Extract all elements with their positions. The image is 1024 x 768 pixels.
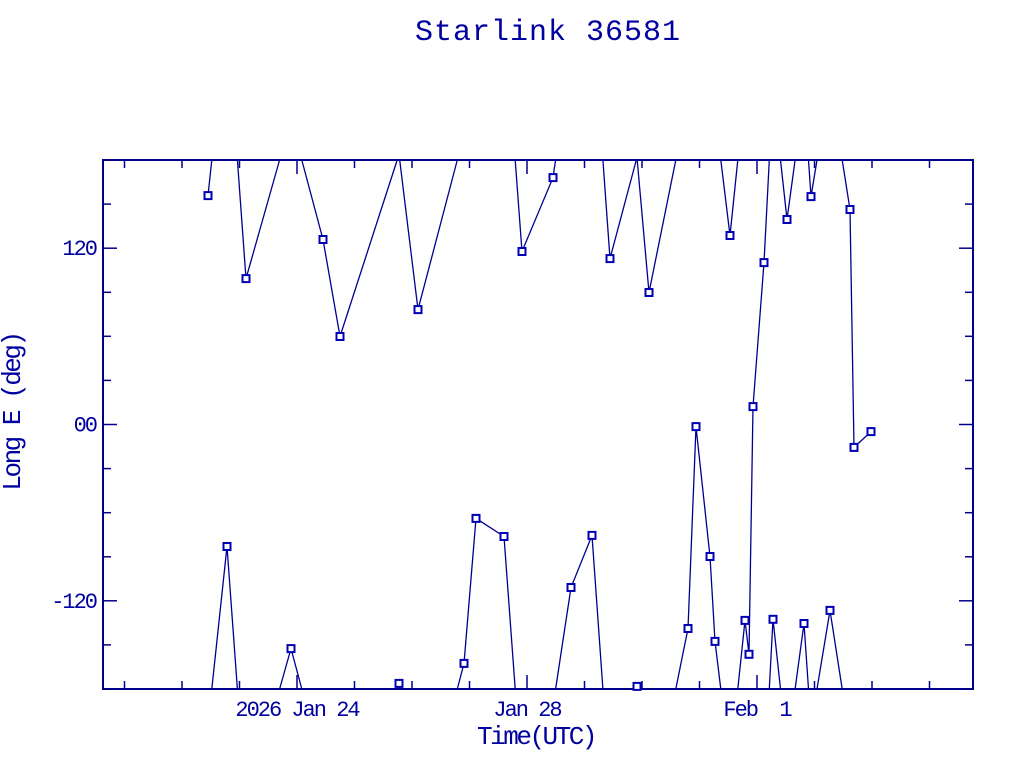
- data-point-marker: [203, 191, 213, 201]
- data-point-marker: [413, 305, 423, 315]
- data-point-marker: [318, 235, 328, 244]
- data-point-marker: [335, 332, 345, 341]
- chart-title: Starlink 36581: [414, 16, 682, 50]
- y-tick-label: 00: [74, 414, 97, 439]
- data-point-marker: [222, 542, 232, 551]
- y-tick-label: -120: [51, 590, 97, 615]
- data-point-marker: [825, 605, 835, 615]
- data-point-marker: [548, 173, 558, 183]
- data-point-marker: [782, 215, 792, 224]
- x-tick-label: 2026 Jan 24: [235, 698, 360, 723]
- data-point-marker: [605, 254, 615, 264]
- plot-frame: [102, 159, 974, 690]
- data-point-marker: [691, 422, 701, 432]
- data-point-marker: [394, 678, 404, 688]
- data-point-marker: [644, 288, 654, 297]
- data-point-marker: [725, 231, 735, 240]
- data-point-marker: [705, 552, 715, 561]
- data-point-marker: [632, 681, 642, 691]
- data-point-marker: [744, 649, 754, 659]
- data-point-marker: [799, 619, 809, 628]
- data-point-marker: [806, 192, 816, 202]
- data-point-marker: [845, 205, 855, 214]
- x-tick-label: Feb 1: [723, 698, 792, 723]
- data-point-marker: [499, 532, 509, 541]
- x-tick-label: Jan 28: [493, 698, 561, 723]
- data-point-marker: [710, 636, 720, 646]
- data-point-marker: [683, 624, 693, 633]
- data-point-marker: [517, 247, 527, 256]
- x-axis-title: Time(UTC): [477, 722, 597, 752]
- data-point-marker: [849, 442, 859, 452]
- data-point-marker: [768, 614, 778, 624]
- data-point-marker: [740, 615, 750, 625]
- data-point-marker: [471, 513, 481, 523]
- data-point-marker: [459, 658, 469, 668]
- data-point-marker: [241, 274, 251, 284]
- data-point-marker: [566, 583, 576, 592]
- data-point-marker: [286, 644, 296, 654]
- y-tick-label: 120: [62, 237, 96, 262]
- data-point-marker: [866, 427, 876, 437]
- data-point-marker: [587, 530, 597, 540]
- longitude-track-line: [207, 159, 872, 690]
- data-point-marker: [748, 402, 758, 412]
- data-point-marker: [759, 258, 769, 268]
